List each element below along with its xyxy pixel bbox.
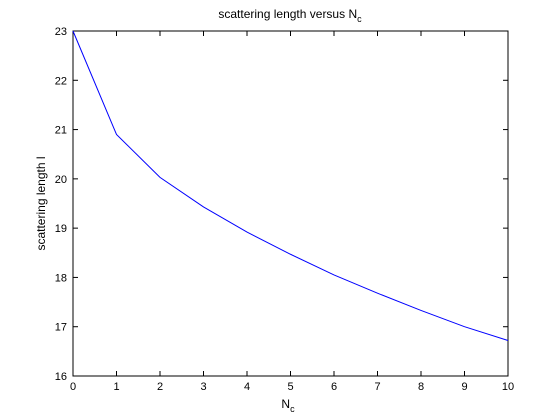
x-tick-label: 2 (157, 381, 163, 393)
x-tick-label: 8 (418, 381, 424, 393)
x-axis-label: Nc (281, 397, 295, 414)
x-tick-label: 9 (461, 381, 467, 393)
series-layer (72, 30, 509, 341)
y-tick-label: 22 (55, 75, 67, 87)
y-tick-label: 21 (55, 125, 67, 137)
x-axis-ticks: 0 1 2 3 4 5 6 7 8 9 10 (70, 31, 514, 393)
x-axis-label-subscript: c (290, 404, 295, 414)
chart-title-subscript: c (357, 14, 362, 24)
plot-area (72, 30, 509, 377)
y-tick-label: 20 (55, 174, 67, 186)
x-tick-label: 4 (244, 381, 250, 393)
y-tick-label: 19 (55, 223, 67, 235)
x-tick-label: 1 (113, 381, 119, 393)
y-tick-label: 23 (55, 26, 67, 38)
x-tick-label: 10 (502, 381, 514, 393)
y-axis-ticks: 16 17 18 19 20 21 22 23 (55, 26, 508, 383)
x-tick-label: 5 (287, 381, 293, 393)
y-tick-label: 17 (55, 322, 67, 334)
chart-title: scattering length versus Nc (218, 7, 362, 24)
x-tick-label: 0 (70, 381, 76, 393)
x-tick-label: 3 (200, 381, 206, 393)
x-tick-label: 7 (374, 381, 380, 393)
series-line (72, 30, 509, 341)
y-axis-label: scattering length l (34, 156, 48, 250)
x-tick-label: 6 (331, 381, 337, 393)
y-tick-label: 16 (55, 371, 67, 383)
y-tick-label: 18 (55, 272, 67, 284)
